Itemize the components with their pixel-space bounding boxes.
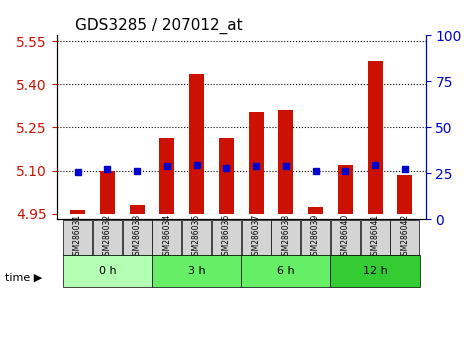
- Text: GSM286031: GSM286031: [73, 214, 82, 260]
- Bar: [308, 206, 323, 214]
- Bar: [189, 74, 204, 214]
- FancyBboxPatch shape: [241, 255, 331, 287]
- Text: GSM286041: GSM286041: [371, 214, 380, 260]
- FancyBboxPatch shape: [301, 220, 330, 255]
- Bar: [70, 210, 85, 214]
- FancyBboxPatch shape: [152, 255, 241, 287]
- Text: 0 h: 0 h: [98, 266, 116, 276]
- Bar: [279, 110, 293, 214]
- FancyBboxPatch shape: [93, 220, 122, 255]
- Bar: [249, 112, 263, 214]
- Text: time ▶: time ▶: [5, 273, 42, 283]
- FancyBboxPatch shape: [242, 220, 271, 255]
- Text: 3 h: 3 h: [188, 266, 205, 276]
- FancyBboxPatch shape: [272, 220, 300, 255]
- Text: GSM286037: GSM286037: [252, 214, 261, 260]
- Text: GSM286039: GSM286039: [311, 214, 320, 260]
- Bar: [219, 137, 234, 214]
- Text: GSM286042: GSM286042: [400, 214, 409, 260]
- Bar: [159, 137, 174, 214]
- FancyBboxPatch shape: [63, 255, 152, 287]
- Bar: [338, 165, 353, 214]
- Text: GSM286040: GSM286040: [341, 214, 350, 260]
- FancyBboxPatch shape: [182, 220, 211, 255]
- FancyBboxPatch shape: [212, 220, 241, 255]
- Bar: [130, 205, 145, 214]
- Text: GDS3285 / 207012_at: GDS3285 / 207012_at: [75, 18, 243, 34]
- Text: GSM286036: GSM286036: [222, 214, 231, 260]
- FancyBboxPatch shape: [390, 220, 420, 255]
- Bar: [100, 171, 115, 214]
- Text: 12 h: 12 h: [363, 266, 387, 276]
- Bar: [368, 61, 383, 214]
- Text: GSM286034: GSM286034: [162, 214, 171, 260]
- Text: GSM286038: GSM286038: [281, 214, 290, 260]
- Text: GSM286032: GSM286032: [103, 214, 112, 260]
- FancyBboxPatch shape: [63, 220, 92, 255]
- Bar: [397, 175, 412, 214]
- Text: GSM286033: GSM286033: [132, 214, 141, 260]
- FancyBboxPatch shape: [360, 220, 390, 255]
- FancyBboxPatch shape: [331, 255, 420, 287]
- Text: 6 h: 6 h: [277, 266, 295, 276]
- Text: GSM286035: GSM286035: [192, 214, 201, 260]
- FancyBboxPatch shape: [152, 220, 182, 255]
- FancyBboxPatch shape: [331, 220, 360, 255]
- FancyBboxPatch shape: [123, 220, 152, 255]
